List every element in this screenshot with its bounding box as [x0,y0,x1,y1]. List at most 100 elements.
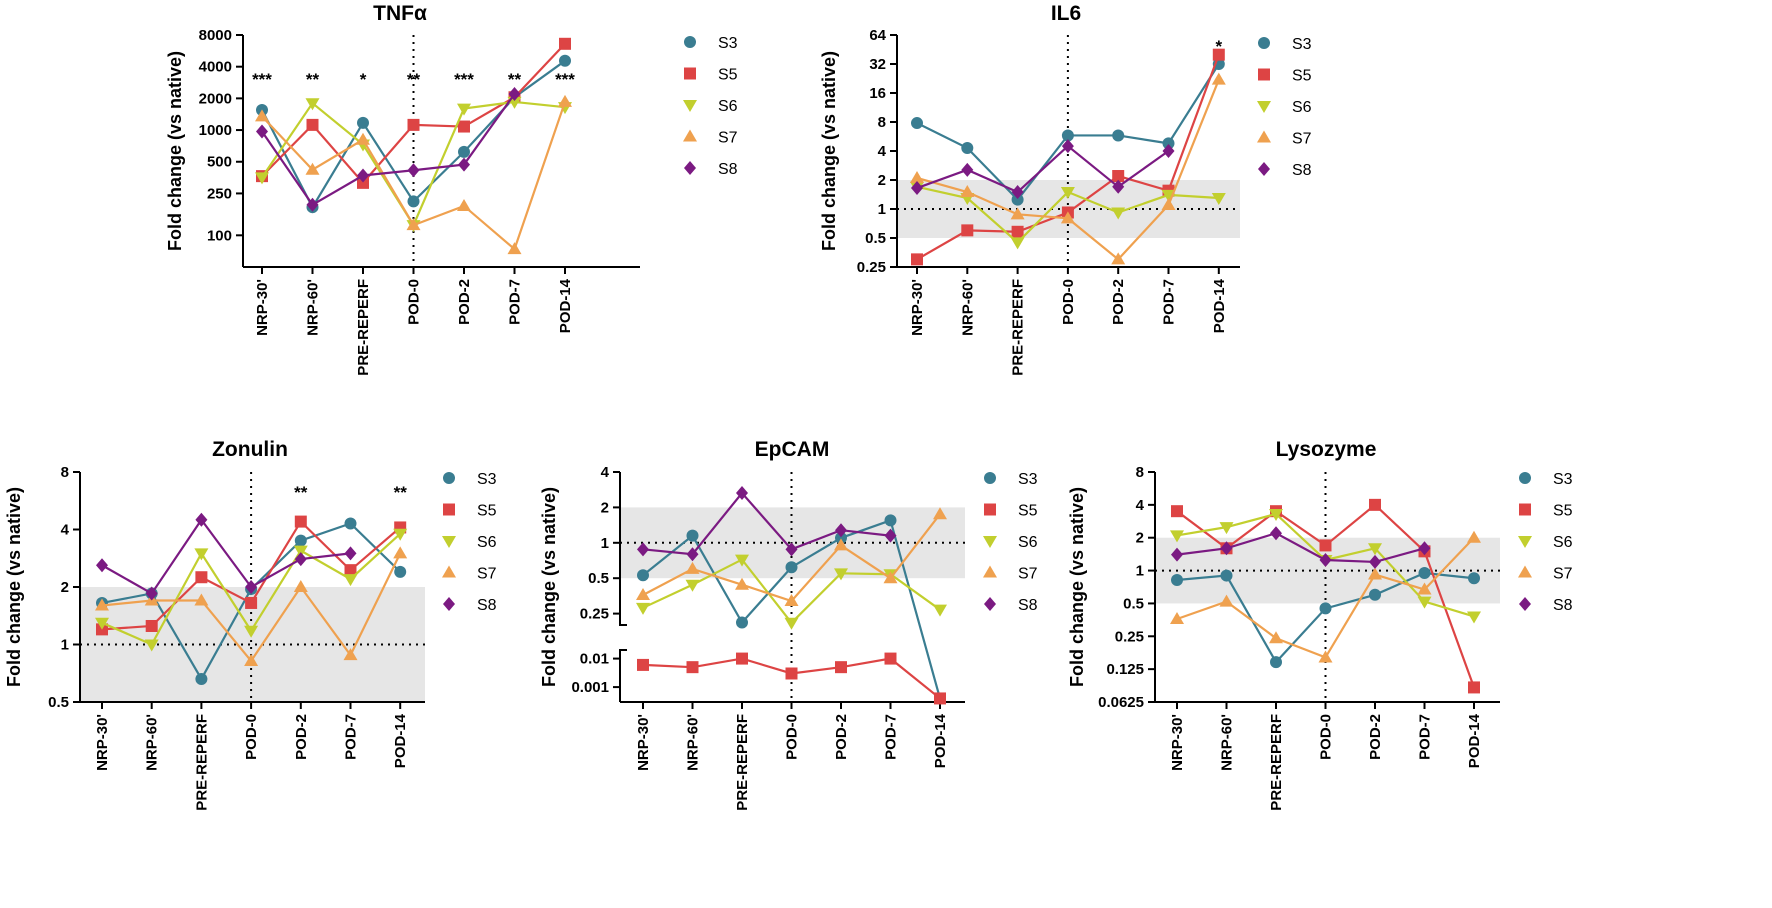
data-point-s7 [1170,612,1184,625]
y-tick-label: 2 [1136,530,1144,547]
x-tick-label-pre-reperf: PRE-REPERF [193,714,210,811]
series-s6 [910,181,1226,250]
series-line-s8 [1176,532,1425,564]
data-point-s6 [457,103,471,116]
data-point-s5 [407,118,420,131]
data-point-s5 [1011,225,1024,238]
y-tick-label: 0.25 [580,606,609,623]
data-point-s8 [96,558,108,573]
data-point-s6 [1219,522,1234,535]
x-tick-label-pre-reperf: PRE-REPERF [1268,714,1285,811]
series-s3 [1171,567,1480,669]
legend-marker-s5 [443,503,455,516]
chart-title: IL6 [1051,2,1081,25]
data-point-s3 [344,517,357,530]
y-tick-label: 1000 [199,122,232,139]
x-tick-label-pod-7: POD-7 [1161,279,1178,325]
data-point-s6 [255,172,269,185]
data-point-s5 [961,224,974,237]
data-point-s5 [344,564,357,577]
y-tick-label: 0.01 [580,651,609,668]
x-tick-label-pre-reperf: PRE-REPERF [1010,279,1027,376]
data-point-s7 [393,546,408,559]
legend: S3 S5 S6 S7 S8 [983,471,1038,614]
legend-marker-s3 [984,472,996,484]
data-point-s5 [911,253,923,266]
series-s7 [255,94,572,255]
data-point-s6 [244,625,259,638]
data-point-s8 [1162,144,1175,158]
legend-label-s6: S6 [718,98,738,115]
x-tick-label-nrp-60: NRP-60' [1219,714,1236,771]
x-tick-label-nrp-60: NRP-60' [305,279,322,336]
data-point-s3 [1220,569,1233,582]
data-point-s6 [1170,530,1184,543]
legend-marker-s6 [1257,101,1271,113]
x-tick-label-nrp-60: NRP-60' [959,279,976,336]
x-tick-label-pod-2: POD-2 [293,714,310,760]
x-tick-label-pod-2: POD-2 [833,714,850,760]
significance-label: * [360,70,367,89]
legend-label-s8: S8 [477,597,497,614]
y-tick-label: 1 [61,637,69,654]
data-point-s5 [294,515,307,528]
y-tick-label: 0.125 [1106,661,1144,678]
data-point-s7 [685,561,700,574]
y-tick-label: 2000 [199,90,232,107]
y-tick-label: 8 [61,464,69,481]
legend-marker-s3 [684,36,696,48]
data-point-s8 [1171,547,1183,562]
y-tick-label: 8000 [199,27,232,44]
x-tick-label-nrp-60: NRP-60' [144,714,161,771]
legend-label-s3: S3 [1292,36,1312,53]
data-point-s8 [1061,139,1074,154]
x-tick-label-nrp-60: NRP-60' [685,714,702,771]
legend-marker-s6 [983,536,997,548]
series-s8 [256,87,521,212]
data-point-s8 [686,547,699,562]
data-point-s7 [1467,530,1481,543]
data-point-s7 [910,170,924,183]
y-axis-label: Fold change (vs native) [819,51,839,251]
data-point-s7 [293,580,308,592]
data-point-s5 [736,652,748,665]
chart-title: Zonulin [212,438,288,461]
data-point-s3 [407,195,420,208]
data-point-s6 [1010,237,1025,250]
data-point-s5 [1319,539,1332,552]
data-point-s8 [736,486,748,501]
data-point-s5 [1171,505,1183,518]
data-point-s5 [884,652,897,665]
legend-label-s5: S5 [477,503,497,520]
significance-label: *** [252,70,272,89]
y-tick-label: 2 [61,579,69,596]
legend-label-s3: S3 [718,35,738,52]
legend-label-s8: S8 [1553,597,1573,614]
data-point-s8 [884,528,897,543]
x-tick-label-pod-0: POD-0 [406,279,423,325]
x-tick-label-pod-2: POD-2 [456,279,473,325]
data-point-s8 [1011,185,1024,200]
series-s5 [96,515,407,636]
data-point-s8 [961,162,974,177]
x-tick-label-nrp-30: NRP-30' [94,714,111,771]
legend-label-s6: S6 [1553,534,1573,551]
data-point-s8 [407,163,420,178]
x-tick-label-pre-reperf: PRE-REPERF [355,279,372,376]
data-point-s6 [1161,189,1176,202]
legend-label-s7: S7 [477,566,497,583]
x-tick-label-pod-14: POD-14 [1466,713,1483,768]
data-point-s7 [1417,582,1432,595]
legend-label-s3: S3 [1018,471,1038,488]
legend-marker-s7 [683,129,697,142]
data-point-s3 [961,141,974,154]
y-tick-label: 0.5 [588,570,609,587]
data-point-s8 [1319,552,1332,567]
legend-marker-s3 [1519,472,1531,484]
y-tick-label: 4 [878,143,887,160]
series-s6 [95,528,408,652]
data-point-s3 [559,54,571,67]
data-point-s3 [1468,572,1480,585]
data-point-s8 [1220,541,1233,556]
